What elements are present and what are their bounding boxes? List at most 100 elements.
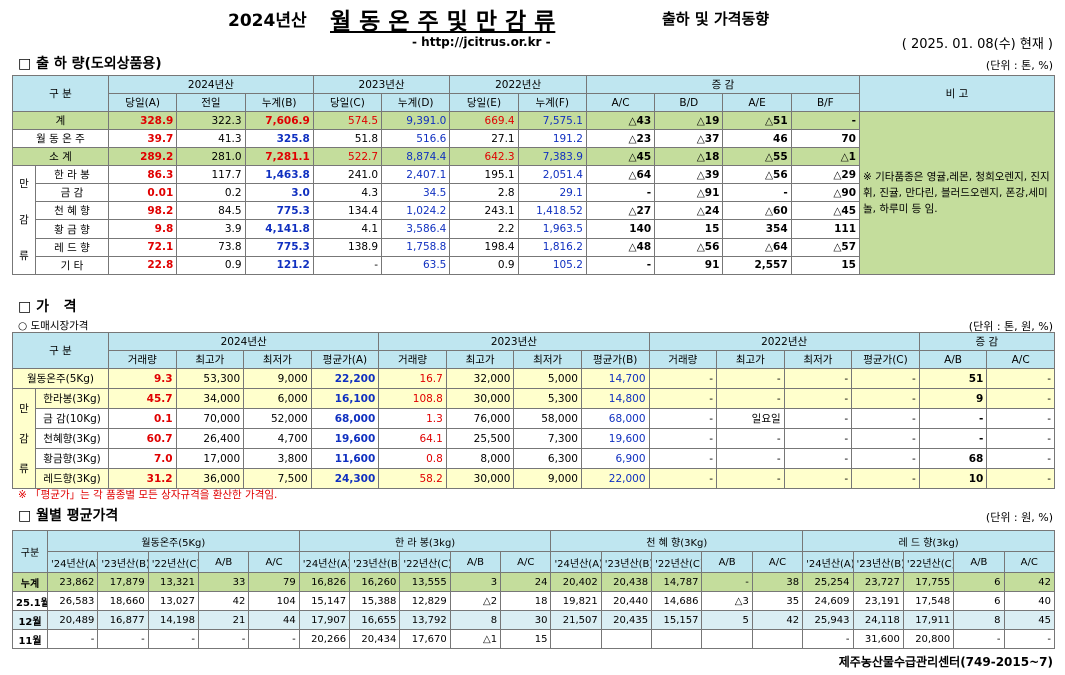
cell: 35 <box>751 591 804 611</box>
cell: 3.9 <box>176 219 246 239</box>
cell: 15 <box>790 255 861 276</box>
row: 만감류 한 라 봉 86.3 117.7 1,463.8 241.0 2,407.1 195.… <box>12 164 1055 275</box>
cell: 20,440 <box>600 591 653 611</box>
cell: △24 <box>654 201 724 221</box>
cell: 76,000 <box>445 408 515 429</box>
cell: 70,000 <box>175 408 245 429</box>
cell: - <box>648 408 718 429</box>
cell: - <box>783 408 853 429</box>
cell: 22.8 <box>108 255 178 276</box>
column-header: 당일(C) <box>312 93 383 112</box>
cell: - <box>783 448 853 469</box>
cell: 1,463.8 <box>244 164 314 185</box>
date: ( 2025. 01. 08(수) 현재 ) <box>901 37 1053 52</box>
cell: 22,200 <box>310 368 380 389</box>
column-header: '22년산(C) <box>902 551 955 573</box>
cell: △39 <box>654 164 724 185</box>
cell: 24,118 <box>852 610 904 630</box>
cell: 21,507 <box>550 610 602 630</box>
cell: 60.7 <box>108 428 177 449</box>
cell: 328.9 <box>108 111 178 130</box>
cell: 16,655 <box>349 610 401 630</box>
cell: - <box>312 255 383 276</box>
row-label: 황금향(3Kg) <box>34 448 110 469</box>
column-header: A/B <box>701 551 753 573</box>
cell: - <box>986 408 1055 429</box>
cell: △29 <box>790 164 861 185</box>
row: 만감류 한라봉(3Kg) 45.7 34,000 6,000 16,100 108.8 30,… <box>12 388 1055 489</box>
cell: - <box>97 629 149 649</box>
cell: 16.7 <box>378 368 447 389</box>
section-title: □ 월별 평균가격 <box>18 508 119 524</box>
cell: 23,191 <box>852 591 904 611</box>
column-header: 누계(B) <box>244 93 314 112</box>
column-header: 최고가 <box>175 350 245 369</box>
cell: - <box>851 368 920 389</box>
cell: 121.2 <box>244 255 314 276</box>
column-header: '24년산(A) <box>46 551 99 573</box>
url: - http://jcitrus.or.kr - <box>412 35 551 49</box>
cell: 30 <box>500 610 552 630</box>
cell: △27 <box>585 201 656 221</box>
cell: 2.2 <box>449 219 519 239</box>
cell: 14,686 <box>651 591 703 611</box>
price-table: 구 분 2024년산 2023년산 2022년산 증 감 거래량 최고가 최저가 평균가(A) 거… <box>11 332 1056 489</box>
cell: △90 <box>790 183 861 203</box>
cell: 46 <box>722 129 792 148</box>
row-label: 레드향(3Kg) <box>34 468 110 489</box>
row: 소 계 289.2 281.0 7,281.1 522.7 8,874.4 642.3 7,3… <box>11 147 1055 166</box>
column-group-header: 2024년산 <box>108 75 314 94</box>
cell: 1.3 <box>378 408 447 429</box>
cell: △1 <box>449 629 502 649</box>
cell: 138.9 <box>312 237 383 257</box>
cell: 30,000 <box>445 388 515 409</box>
cell: △64 <box>585 164 656 185</box>
column-group-header: 2023년산 <box>378 332 650 351</box>
cell: - <box>648 388 718 409</box>
cell: 1,816.2 <box>517 237 587 257</box>
column-header: A/C <box>751 551 804 573</box>
row: 레드향(3Kg) 31.2 36,000 7,500 24,300 58.2 30,000 9… <box>12 468 1055 489</box>
cell: - <box>986 368 1055 389</box>
cell <box>600 629 653 649</box>
cell: 14,800 <box>580 388 650 409</box>
cell: 2,557 <box>722 255 792 276</box>
cell: 19,600 <box>580 428 650 449</box>
cell: 9,391.0 <box>381 111 451 130</box>
cell: △1 <box>790 147 861 166</box>
cell: △45 <box>585 147 656 166</box>
cell: △55 <box>722 147 792 166</box>
column-header: 최저가 <box>243 350 312 369</box>
column-group-header: 구 분 <box>11 332 110 369</box>
cell: △18 <box>654 147 724 166</box>
row: 11월 - - - - -20,266 20,434 17,670 △1 15-31,600 20,… <box>12 629 1056 649</box>
cell: 36,000 <box>175 468 245 489</box>
cell: 9.8 <box>108 219 178 239</box>
cell: 5,000 <box>513 368 582 389</box>
row-label: 레 드 향 <box>34 237 110 257</box>
cell: - <box>585 255 656 276</box>
cell: 289.2 <box>108 147 178 166</box>
section-title: □ 출 하 량(도외상품용) <box>18 56 162 72</box>
column-header: '23년산(B) <box>97 551 149 573</box>
row: 황 금 향 9.8 3.9 4,141.8 4.1 3,586.4 2.2 1,963.5 14… <box>13 219 1055 239</box>
row-label: 한 라 봉 <box>34 164 110 185</box>
row: 구 분 2024년산 2023년산 2022년산 증 감 <box>11 332 1056 369</box>
footer: 제주농산물수급관리센터(749-2015~7) <box>838 655 1053 669</box>
cell: 1,963.5 <box>517 219 587 239</box>
column-group-header: 2022년산 <box>449 75 587 94</box>
cell <box>751 629 804 649</box>
cell: 79 <box>248 572 300 592</box>
cell: 108.8 <box>378 388 447 409</box>
cell: - <box>716 448 785 469</box>
row: 거래량 최고가 최저가 평균가(A) 거래량 최고가 최저가 평균가(B) 거래량 최고가 최저가 평… <box>13 350 1055 369</box>
cell: 25,254 <box>802 572 854 592</box>
cell: 16,100 <box>310 388 380 409</box>
cell: 26,583 <box>46 591 99 611</box>
cell: 14,700 <box>580 368 650 389</box>
cell: 68,000 <box>310 408 380 429</box>
column-header: '23년산(B) <box>600 551 653 573</box>
column-group-header: 구 분 <box>11 75 110 112</box>
cell: 241.0 <box>312 164 383 185</box>
cell: - <box>46 629 99 649</box>
